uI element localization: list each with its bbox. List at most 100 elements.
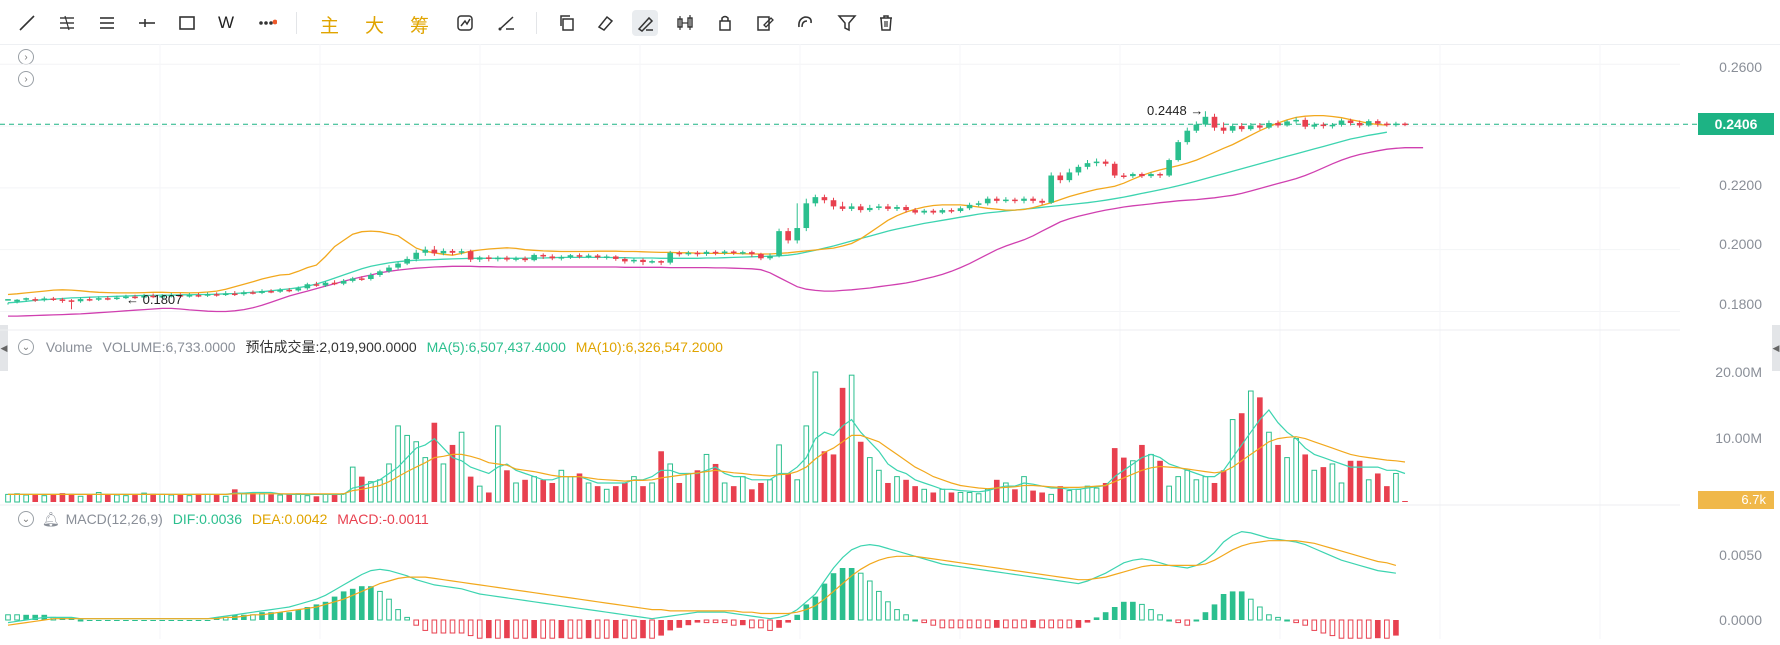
candle-body	[966, 204, 973, 209]
drawing-toolbar: W 主 大 筹	[0, 0, 1780, 45]
candle-body	[286, 289, 293, 292]
candlestick-chart[interactable]	[0, 44, 1780, 645]
macd-histogram-bar	[114, 620, 120, 621]
bell-icon[interactable]: 🔔︎	[41, 511, 60, 527]
wave-tool-icon[interactable]: W	[218, 13, 235, 32]
macd-histogram-bar	[1329, 619, 1336, 637]
volume-axis-label: 20.00M	[1715, 364, 1762, 380]
macd-histogram-bar	[259, 612, 265, 620]
macd-histogram-bar	[785, 620, 791, 623]
more-tools-icon[interactable]	[254, 10, 280, 36]
candle-body	[23, 298, 29, 300]
measure-tool-icon[interactable]	[494, 10, 520, 36]
volume-bar	[195, 493, 202, 502]
macd-histogram-bar	[1338, 619, 1345, 639]
volume-bar	[585, 482, 592, 503]
lock-drawing-icon[interactable]	[712, 10, 738, 36]
current-volume-tag: 6.7k	[1698, 491, 1774, 509]
volume-bar	[476, 485, 483, 503]
sync-drawing-icon[interactable]	[452, 10, 478, 36]
volume-bar	[522, 479, 528, 502]
candle-body	[295, 288, 302, 291]
volume-bar	[1184, 469, 1191, 503]
macd-histogram-bar	[612, 620, 619, 639]
trend-line-tool-icon[interactable]	[14, 10, 40, 36]
volume-bar	[957, 491, 964, 503]
macd-histogram-bar	[495, 619, 501, 639]
magnet-icon[interactable]	[792, 10, 818, 36]
candle-body	[395, 263, 401, 268]
horizontal-ray-tool-icon[interactable]	[134, 10, 160, 36]
macd-histogram-bar	[159, 620, 166, 621]
macd-histogram-bar	[1229, 591, 1236, 620]
candle-body	[658, 261, 664, 263]
candle-body	[857, 206, 864, 211]
volume-bar	[622, 482, 628, 502]
volume-bar	[721, 482, 728, 503]
candle-body	[313, 284, 320, 286]
volume-bar	[114, 494, 120, 503]
volume-bar	[1393, 472, 1399, 503]
volume-bar	[993, 479, 1000, 502]
main-force-button[interactable]: 主	[320, 15, 340, 37]
volume-bar	[1311, 469, 1318, 503]
parallel-channel-tool-icon[interactable]	[54, 10, 80, 36]
volume-bar	[1347, 460, 1354, 502]
macd-histogram-bar	[894, 609, 900, 621]
candle-body	[767, 255, 773, 259]
macd-histogram-bar	[876, 590, 882, 621]
candle-body	[1275, 122, 1281, 126]
continuous-draw-icon[interactable]	[632, 10, 658, 36]
volume-bar	[866, 457, 873, 503]
horizontal-lines-tool-icon[interactable]	[94, 10, 120, 36]
delete-icon[interactable]	[873, 10, 899, 36]
collapse-right-icon[interactable]: ◀	[1772, 325, 1780, 371]
macd-histogram-bar	[132, 620, 138, 621]
volume-bar	[1093, 487, 1100, 503]
volume-bar	[1057, 486, 1064, 502]
volume-ma10-line	[8, 434, 1406, 495]
macd-histogram-bar	[1066, 619, 1073, 629]
chip-distribution-button[interactable]: 筹	[410, 15, 430, 37]
eraser-icon[interactable]	[592, 10, 618, 36]
macd-histogram-bar	[1238, 591, 1245, 620]
toolbar-divider	[296, 12, 297, 34]
volume-bar	[1021, 476, 1027, 503]
arrow-right-icon: →	[1190, 103, 1204, 118]
candle-body	[123, 296, 129, 299]
expand-indicator-icon[interactable]: ›	[18, 71, 34, 87]
collapse-panel-icon[interactable]: ⌄	[18, 339, 34, 356]
volume-bar	[1012, 489, 1018, 502]
filter-icon[interactable]	[834, 10, 860, 36]
macd-histogram-bar	[1193, 619, 1200, 622]
macd-histogram-bar	[1166, 619, 1172, 622]
volume-bar	[1384, 486, 1390, 502]
candle-body	[1066, 172, 1073, 181]
volume-bar	[95, 491, 102, 503]
candle-body	[1374, 121, 1381, 124]
candle-body	[1220, 127, 1227, 131]
candle-body	[612, 256, 619, 259]
macd-histogram-bar	[1347, 619, 1354, 639]
macd-histogram-bar	[567, 619, 574, 639]
collapse-panel-icon[interactable]: ⌄	[18, 511, 34, 528]
macd-histogram-bar	[32, 614, 39, 620]
candle-body	[377, 271, 383, 275]
edit-note-icon[interactable]	[752, 10, 778, 36]
candle-body	[404, 258, 410, 264]
volume-bar	[313, 496, 320, 502]
macd-histogram-bar	[1175, 619, 1182, 624]
candle-body	[939, 210, 946, 213]
copy-drawing-icon[interactable]	[554, 10, 580, 36]
candle-body	[549, 256, 556, 259]
candle-body	[86, 299, 93, 301]
big-order-button[interactable]: 大	[365, 15, 385, 37]
candle-body	[1139, 173, 1145, 177]
volume-bar	[885, 482, 891, 502]
macd-histogram-bar	[377, 590, 383, 621]
collapse-left-icon[interactable]: ◀	[0, 325, 8, 371]
volume-bar	[921, 488, 928, 503]
macd-histogram-bar	[1211, 604, 1218, 620]
rectangle-tool-icon[interactable]	[174, 10, 200, 36]
candlestick-style-icon[interactable]	[672, 10, 698, 36]
